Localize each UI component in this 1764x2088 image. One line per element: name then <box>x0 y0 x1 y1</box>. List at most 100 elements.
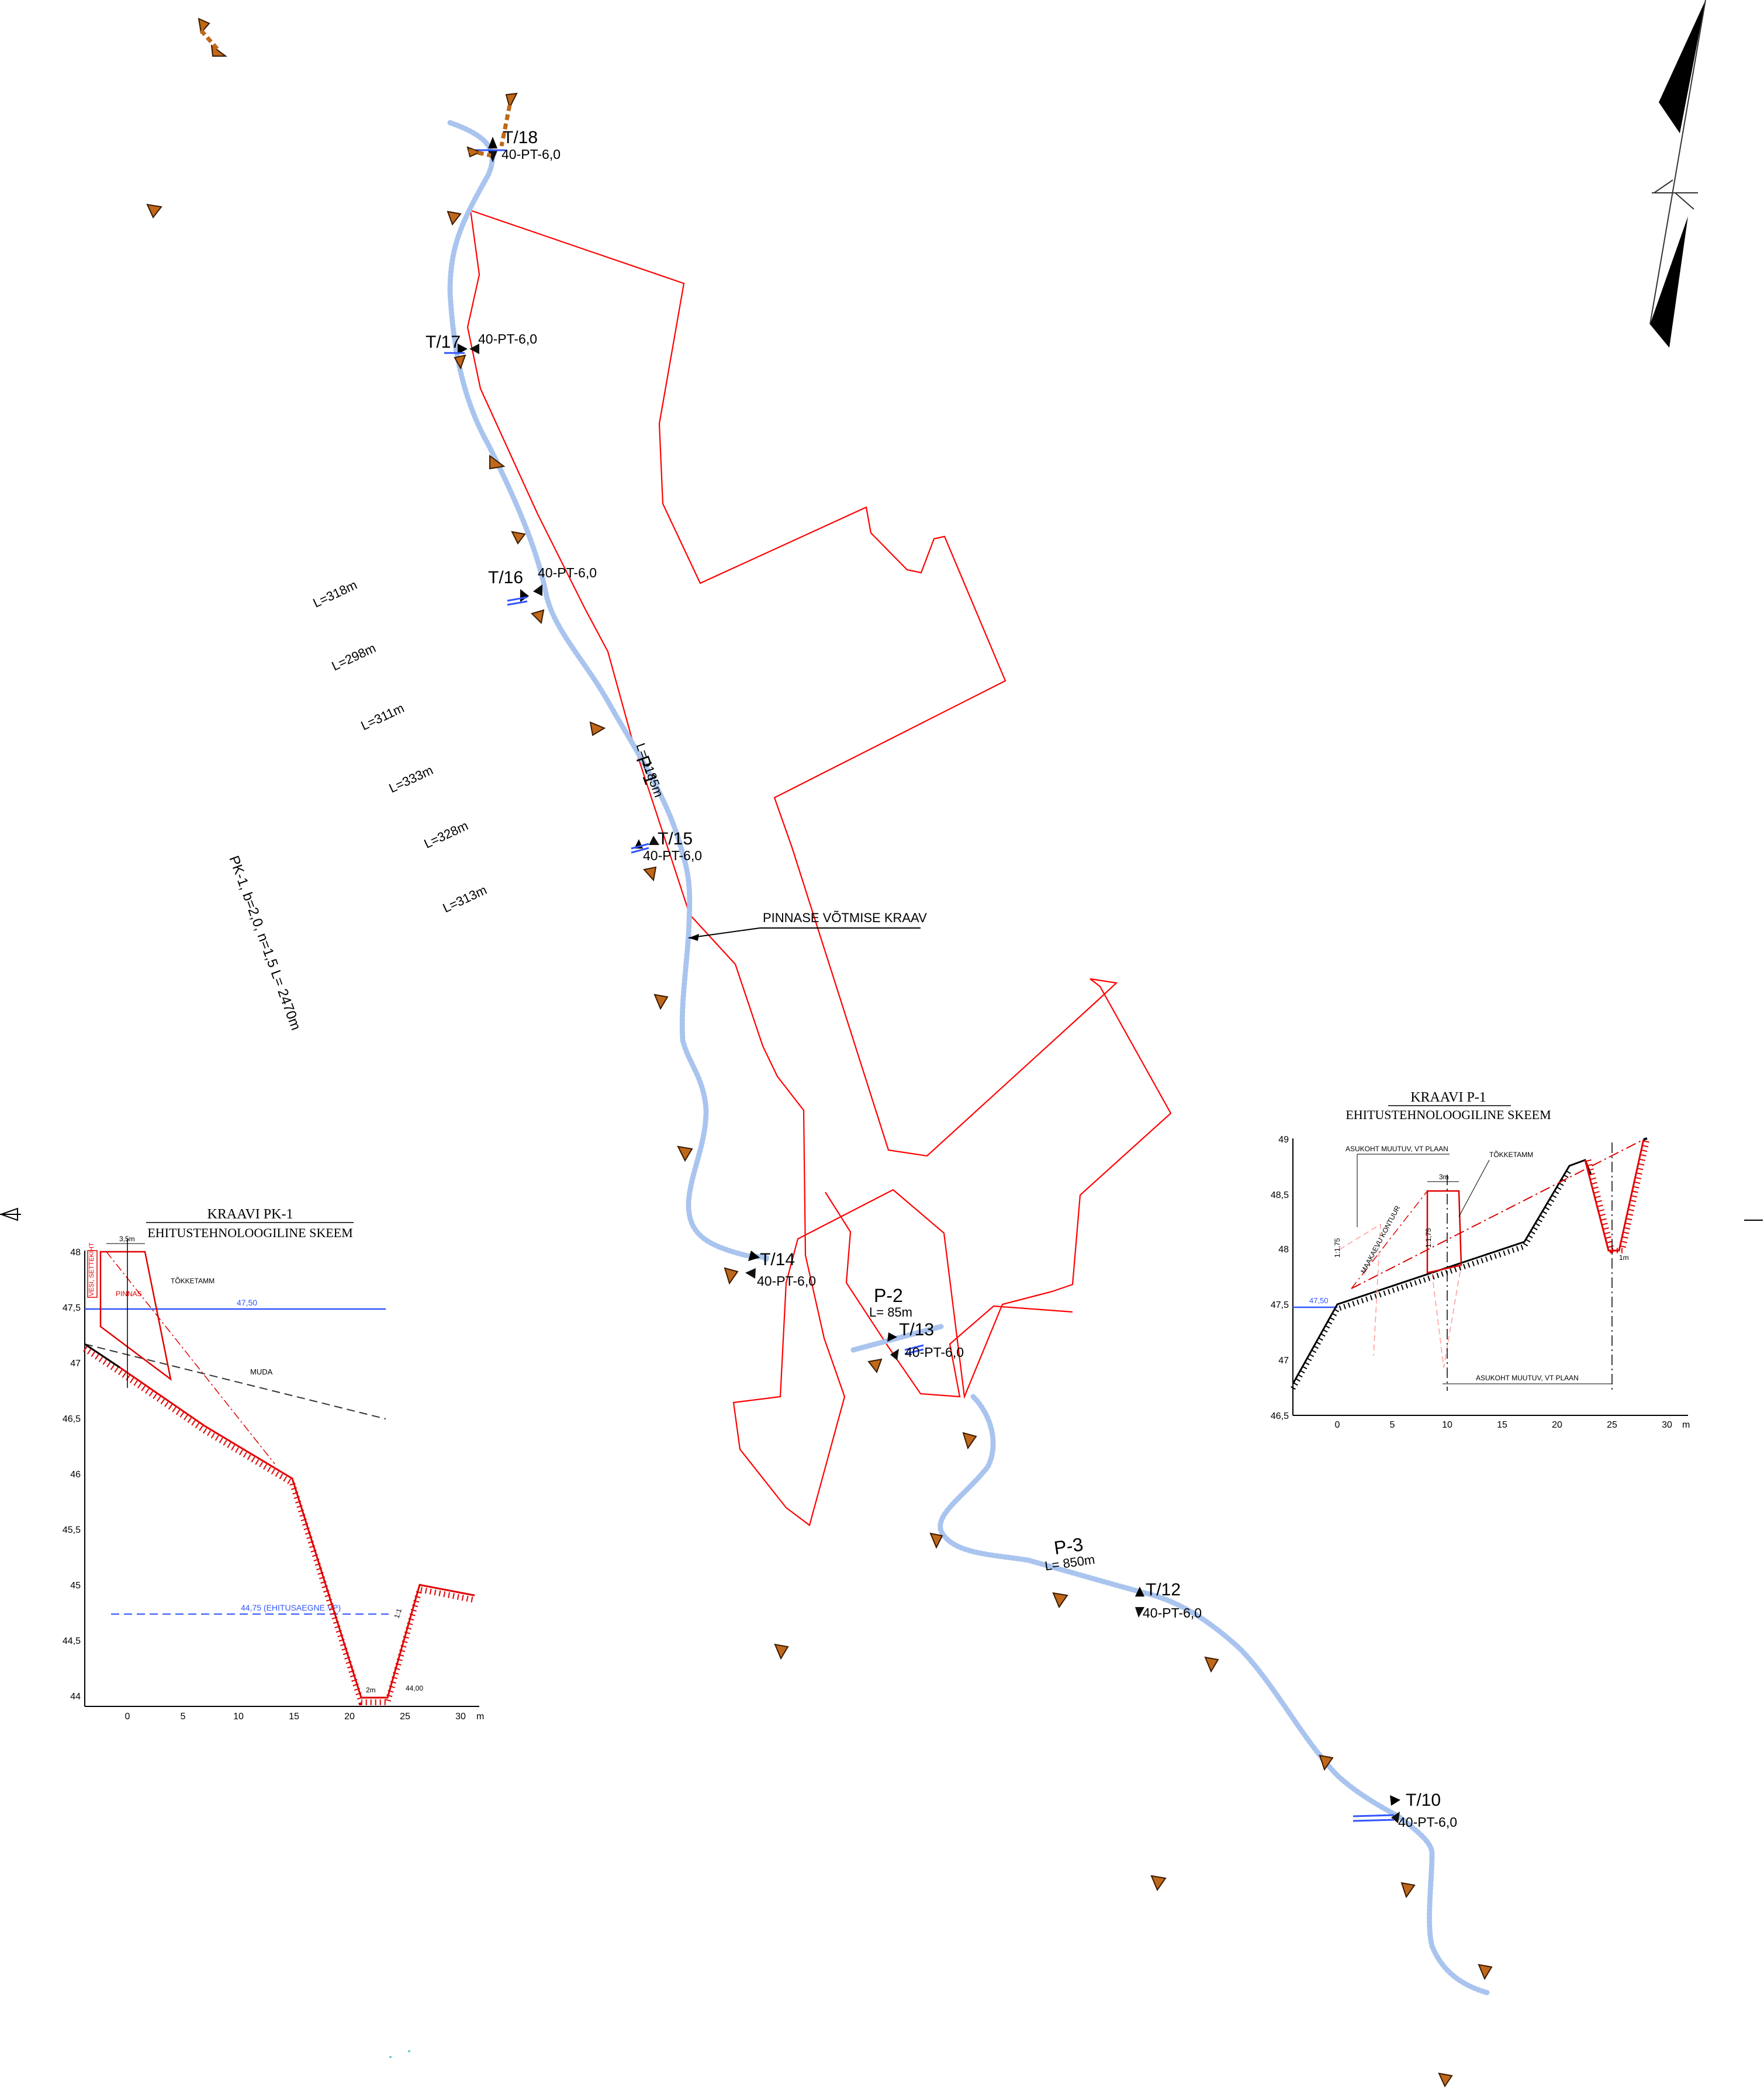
svg-text:30: 30 <box>1662 1420 1672 1430</box>
svg-text:48: 48 <box>1278 1245 1289 1255</box>
station-code: 40-PT-6,0 <box>1398 1815 1457 1830</box>
north-arrow-icon <box>1649 0 1706 348</box>
triangle-marker-icon <box>1400 1882 1416 1899</box>
station-t10[interactable]: T/10 40-PT-6,0 <box>1353 1791 1457 1830</box>
station-code: 40-PT-6,0 <box>757 1273 816 1289</box>
ditch-p2-length: L= 85m <box>869 1305 912 1320</box>
station-t18[interactable]: T/18 40-PT-6,0 <box>475 128 561 162</box>
station-code: 40-PT-6,0 <box>538 565 597 580</box>
ditch-p2 <box>850 1324 944 1353</box>
station-label: T/16 <box>488 568 523 587</box>
svg-text:48: 48 <box>70 1248 81 1258</box>
svg-text:46: 46 <box>70 1470 81 1480</box>
station-t16[interactable]: T/16 40-PT-6,0 <box>488 565 597 606</box>
pk1-spec: PK-1, b=2,0, n=1,5 L= 2470m <box>226 854 303 1033</box>
svg-text:46,5: 46,5 <box>63 1414 81 1424</box>
svg-text:47,5: 47,5 <box>1271 1300 1289 1310</box>
svg-text:47,5: 47,5 <box>63 1303 81 1313</box>
triangle-marker-icon <box>511 531 526 545</box>
svg-text:47,50: 47,50 <box>1309 1296 1329 1305</box>
triangle-marker-icon <box>531 609 545 625</box>
triangle-marker-icon <box>1478 1964 1493 1980</box>
dashed-legs <box>199 29 512 158</box>
ditch-labels: P-1 L= 1185m P-2 L= 85m P-3 L= 850m <box>632 741 1095 1573</box>
svg-text:46,5: 46,5 <box>1271 1411 1289 1421</box>
section-p1-subtitle: EHITUSTEHNOLOOGILINE SKEEM <box>1346 1107 1551 1122</box>
triangle-marker-icon <box>724 1267 739 1285</box>
svg-text:44,5: 44,5 <box>63 1636 81 1646</box>
station-label: T/10 <box>1406 1791 1441 1810</box>
svg-text:44: 44 <box>70 1692 81 1702</box>
ditch-p3 <box>938 1394 1490 1996</box>
callout-text: PINNASE VÕTMISE KRAAV <box>763 910 927 925</box>
svg-text:20: 20 <box>344 1712 355 1722</box>
triangle-marker-icon <box>505 92 518 109</box>
triangle-markers <box>146 18 1493 2088</box>
section-pk1-subtitle: EHITUSTEHNOLOOGILINE SKEEM <box>147 1225 352 1240</box>
svg-text:MAAKAEVU KONTUUR: MAAKAEVU KONTUUR <box>1359 1204 1402 1275</box>
svg-text:PINNAS: PINNAS <box>116 1290 142 1298</box>
stations: T/18 40-PT-6,0 T/17 40-PT-6,0 T/16 40-PT… <box>426 128 1457 1830</box>
triangle-marker-icon <box>589 721 606 736</box>
svg-text:5: 5 <box>181 1712 186 1722</box>
station-t13[interactable]: T/13 40-PT-6,0 <box>887 1320 964 1360</box>
station-code: 40-PT-6,0 <box>905 1345 964 1360</box>
station-t12[interactable]: T/12 40-PT-6,0 <box>1135 1580 1202 1620</box>
triangle-marker-icon <box>962 1432 977 1450</box>
svg-text:25: 25 <box>1607 1420 1617 1430</box>
boundary-south <box>825 1192 1073 1398</box>
svg-text:3,5m: 3,5m <box>119 1235 135 1243</box>
station-t15[interactable]: T/15 40-PT-6,0 <box>631 829 702 863</box>
svg-text:5: 5 <box>1390 1420 1395 1430</box>
svg-text:1:1,75: 1:1,75 <box>1333 1238 1341 1258</box>
station-label: T/14 <box>760 1250 795 1269</box>
triangle-marker-icon <box>867 1358 883 1374</box>
triangle-marker-icon <box>1204 1656 1219 1673</box>
svg-text:45,5: 45,5 <box>63 1525 81 1535</box>
triangle-marker-icon <box>146 203 162 219</box>
section-p1-title: KRAAVI P-1 <box>1410 1090 1486 1105</box>
svg-text:47,50: 47,50 <box>237 1298 257 1307</box>
station-label: T/18 <box>503 128 538 147</box>
ditch-line <box>447 120 1490 1996</box>
svg-text:48,5: 48,5 <box>1271 1190 1289 1200</box>
station-label: T/17 <box>426 333 461 352</box>
pk1-y-axis: 48 47,5 47 46,5 46 45,5 45 44,5 44 <box>63 1248 81 1702</box>
station-t14[interactable]: T/14 40-PT-6,0 <box>745 1250 816 1289</box>
triangle-marker-icon <box>1438 2072 1453 2088</box>
triangle-marker-icon <box>774 1643 789 1660</box>
svg-text:30: 30 <box>455 1712 466 1722</box>
svg-text:ASUKOHT MUUTUV, VT PLAAN: ASUKOHT MUUTUV, VT PLAAN <box>1476 1374 1579 1382</box>
svg-text:15: 15 <box>1497 1420 1507 1430</box>
svg-text:3m: 3m <box>1439 1173 1449 1181</box>
svg-text:10: 10 <box>1442 1420 1452 1430</box>
p1-x-axis: 0 5 10 15 20 25 30 m <box>1335 1420 1690 1430</box>
svg-text:20: 20 <box>1552 1420 1562 1430</box>
p1-y-axis: 49 48,5 48 47,5 47 46,5 <box>1271 1135 1289 1421</box>
svg-text:0: 0 <box>1335 1420 1340 1430</box>
triangle-marker-icon <box>198 18 210 34</box>
small-marks <box>389 2050 410 2058</box>
svg-text:10: 10 <box>233 1712 244 1722</box>
svg-text:44,00: 44,00 <box>406 1684 423 1692</box>
survey-point-icon <box>507 584 542 606</box>
section-pk1: KRAAVI PK-1 EHITUSTEHNOLOOGILINE SKEEM 4… <box>63 1207 484 1722</box>
station-code: 40-PT-6,0 <box>501 147 561 162</box>
svg-text:1:1,75: 1:1,75 <box>1424 1228 1433 1248</box>
length-labels: L=318m L=298m L=311m L=333m L=328m L=313… <box>226 577 489 1033</box>
triangle-marker-icon <box>653 993 669 1010</box>
triangle-marker-icon <box>1150 1875 1167 1892</box>
section-pk1-title: KRAAVI PK-1 <box>207 1207 293 1222</box>
length-label: L=311m <box>359 701 407 733</box>
triangle-marker-icon <box>677 1145 693 1162</box>
survey-point-icon <box>1135 1587 1144 1618</box>
station-label: T/12 <box>1146 1580 1181 1599</box>
triangle-marker-icon <box>447 210 462 226</box>
ditch-p3-name: P-3 <box>1053 1533 1084 1559</box>
station-t17[interactable]: T/17 40-PT-6,0 <box>426 331 537 354</box>
ditch-p1 <box>447 120 770 1262</box>
boundary-north <box>466 209 1172 1526</box>
svg-text:45: 45 <box>70 1581 81 1591</box>
triangle-marker-icon <box>489 455 506 470</box>
station-label: T/13 <box>899 1320 934 1339</box>
